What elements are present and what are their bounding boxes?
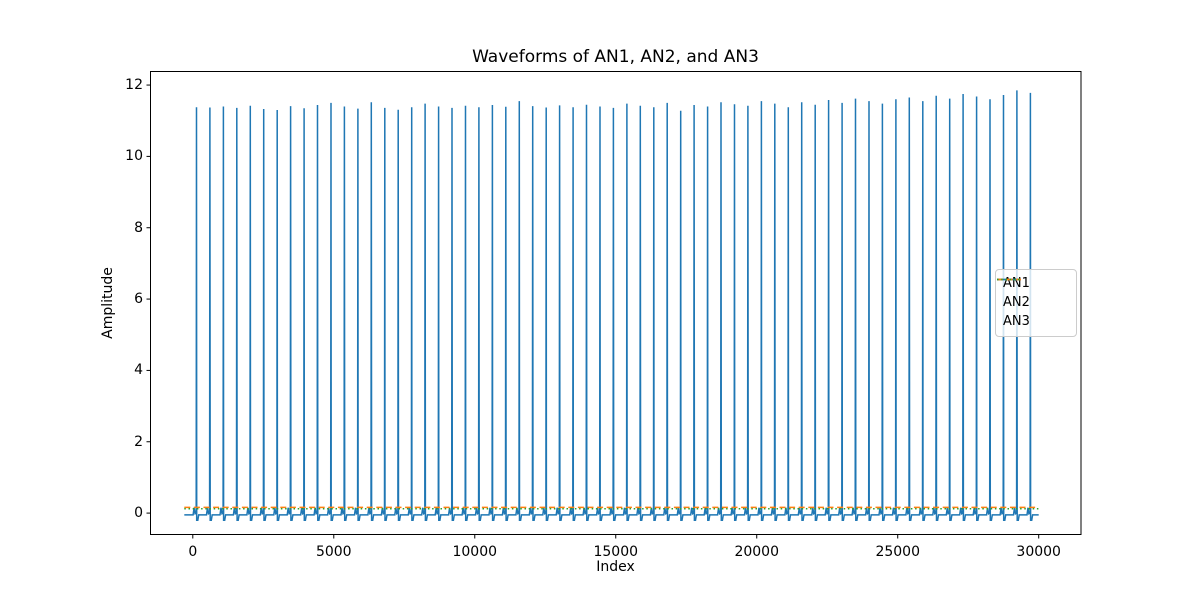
legend-label: AN2 (1003, 295, 1030, 310)
x-tick-label: 25000 (875, 544, 920, 560)
legend-entry-an2: AN2 (997, 278, 1069, 312)
legend-entry-an3: AN3 (997, 278, 1069, 331)
legend-label: AN3 (1003, 314, 1030, 329)
chart-legend: AN1 AN2 AN3 (995, 269, 1077, 337)
y-tick-label: 10 (125, 148, 143, 165)
x-tick-label: 30000 (1016, 544, 1061, 560)
x-tick-label: 20000 (734, 544, 780, 560)
x-tick-label: 10000 (452, 544, 498, 560)
x-tick-label: 15000 (593, 544, 639, 560)
chart-title: Waveforms of AN1, AN2, and AN3 (472, 47, 759, 67)
x-tick-label: 0 (188, 544, 198, 560)
y-tick-label: 2 (134, 433, 143, 450)
an1-series-path (184, 90, 1039, 521)
y-tick-label: 8 (134, 219, 143, 236)
y-tick-label: 0 (134, 505, 143, 522)
y-tick-label: 6 (134, 291, 143, 308)
an3-legend-line (997, 278, 1021, 281)
y-tick-label: 4 (134, 362, 143, 379)
an2-legend-line (997, 278, 1021, 281)
y-tick-label: 12 (125, 77, 143, 94)
x-tick-label: 5000 (315, 544, 352, 560)
x-axis-label: Index (596, 559, 635, 575)
